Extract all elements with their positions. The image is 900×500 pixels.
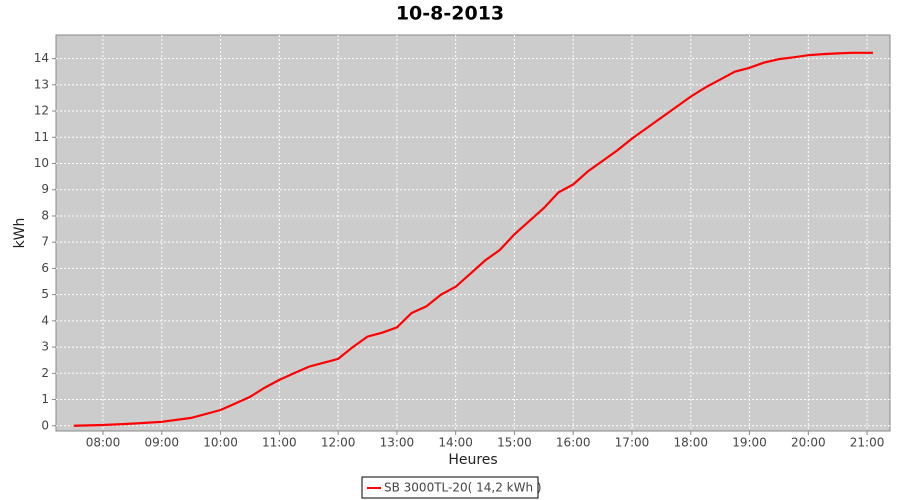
x-tick-label: 10:00 [203,436,238,450]
x-tick-label: 17:00 [615,436,650,450]
x-tick-label: 14:00 [438,436,473,450]
y-tick-label: 7 [41,235,49,249]
x-tick-label: 11:00 [262,436,297,450]
plot-area [55,34,891,432]
x-tick-label: 12:00 [321,436,356,450]
x-tick-label: 13:00 [380,436,415,450]
x-tick-label: 09:00 [144,436,179,450]
legend-box [361,476,539,499]
x-tick-label: 16:00 [556,436,591,450]
x-tick-label: 08:00 [86,436,121,450]
y-tick-label: 1 [41,392,49,406]
x-tick-label: 15:00 [497,436,532,450]
y-tick-label: 8 [41,208,49,222]
y-tick-label: 10 [34,156,49,170]
y-tick-label: 2 [41,366,49,380]
y-tick-label: 0 [41,418,49,432]
y-tick-label: 9 [41,182,49,196]
x-tick-label: 20:00 [791,436,826,450]
y-tick-label: 11 [34,130,49,144]
data-line [73,51,873,427]
y-tick-label: 14 [34,51,49,65]
y-axis-title: kWh [12,218,28,249]
x-tick-label: 19:00 [732,436,767,450]
chart-title: 10-8-2013 [396,3,504,25]
y-tick-label: 5 [41,287,49,301]
x-tick-label: 18:00 [673,436,708,450]
y-tick-label: 12 [34,104,49,118]
x-tick-label: 21:00 [850,436,885,450]
y-tick-label: 3 [41,340,49,354]
y-tick-label: 4 [41,313,49,327]
y-tick-label: 6 [41,261,49,275]
y-tick-label: 13 [34,77,49,91]
legend-label: SB 3000TL-20( 14,2 kWh ) [384,481,542,495]
x-axis-title: Heures [448,452,497,468]
